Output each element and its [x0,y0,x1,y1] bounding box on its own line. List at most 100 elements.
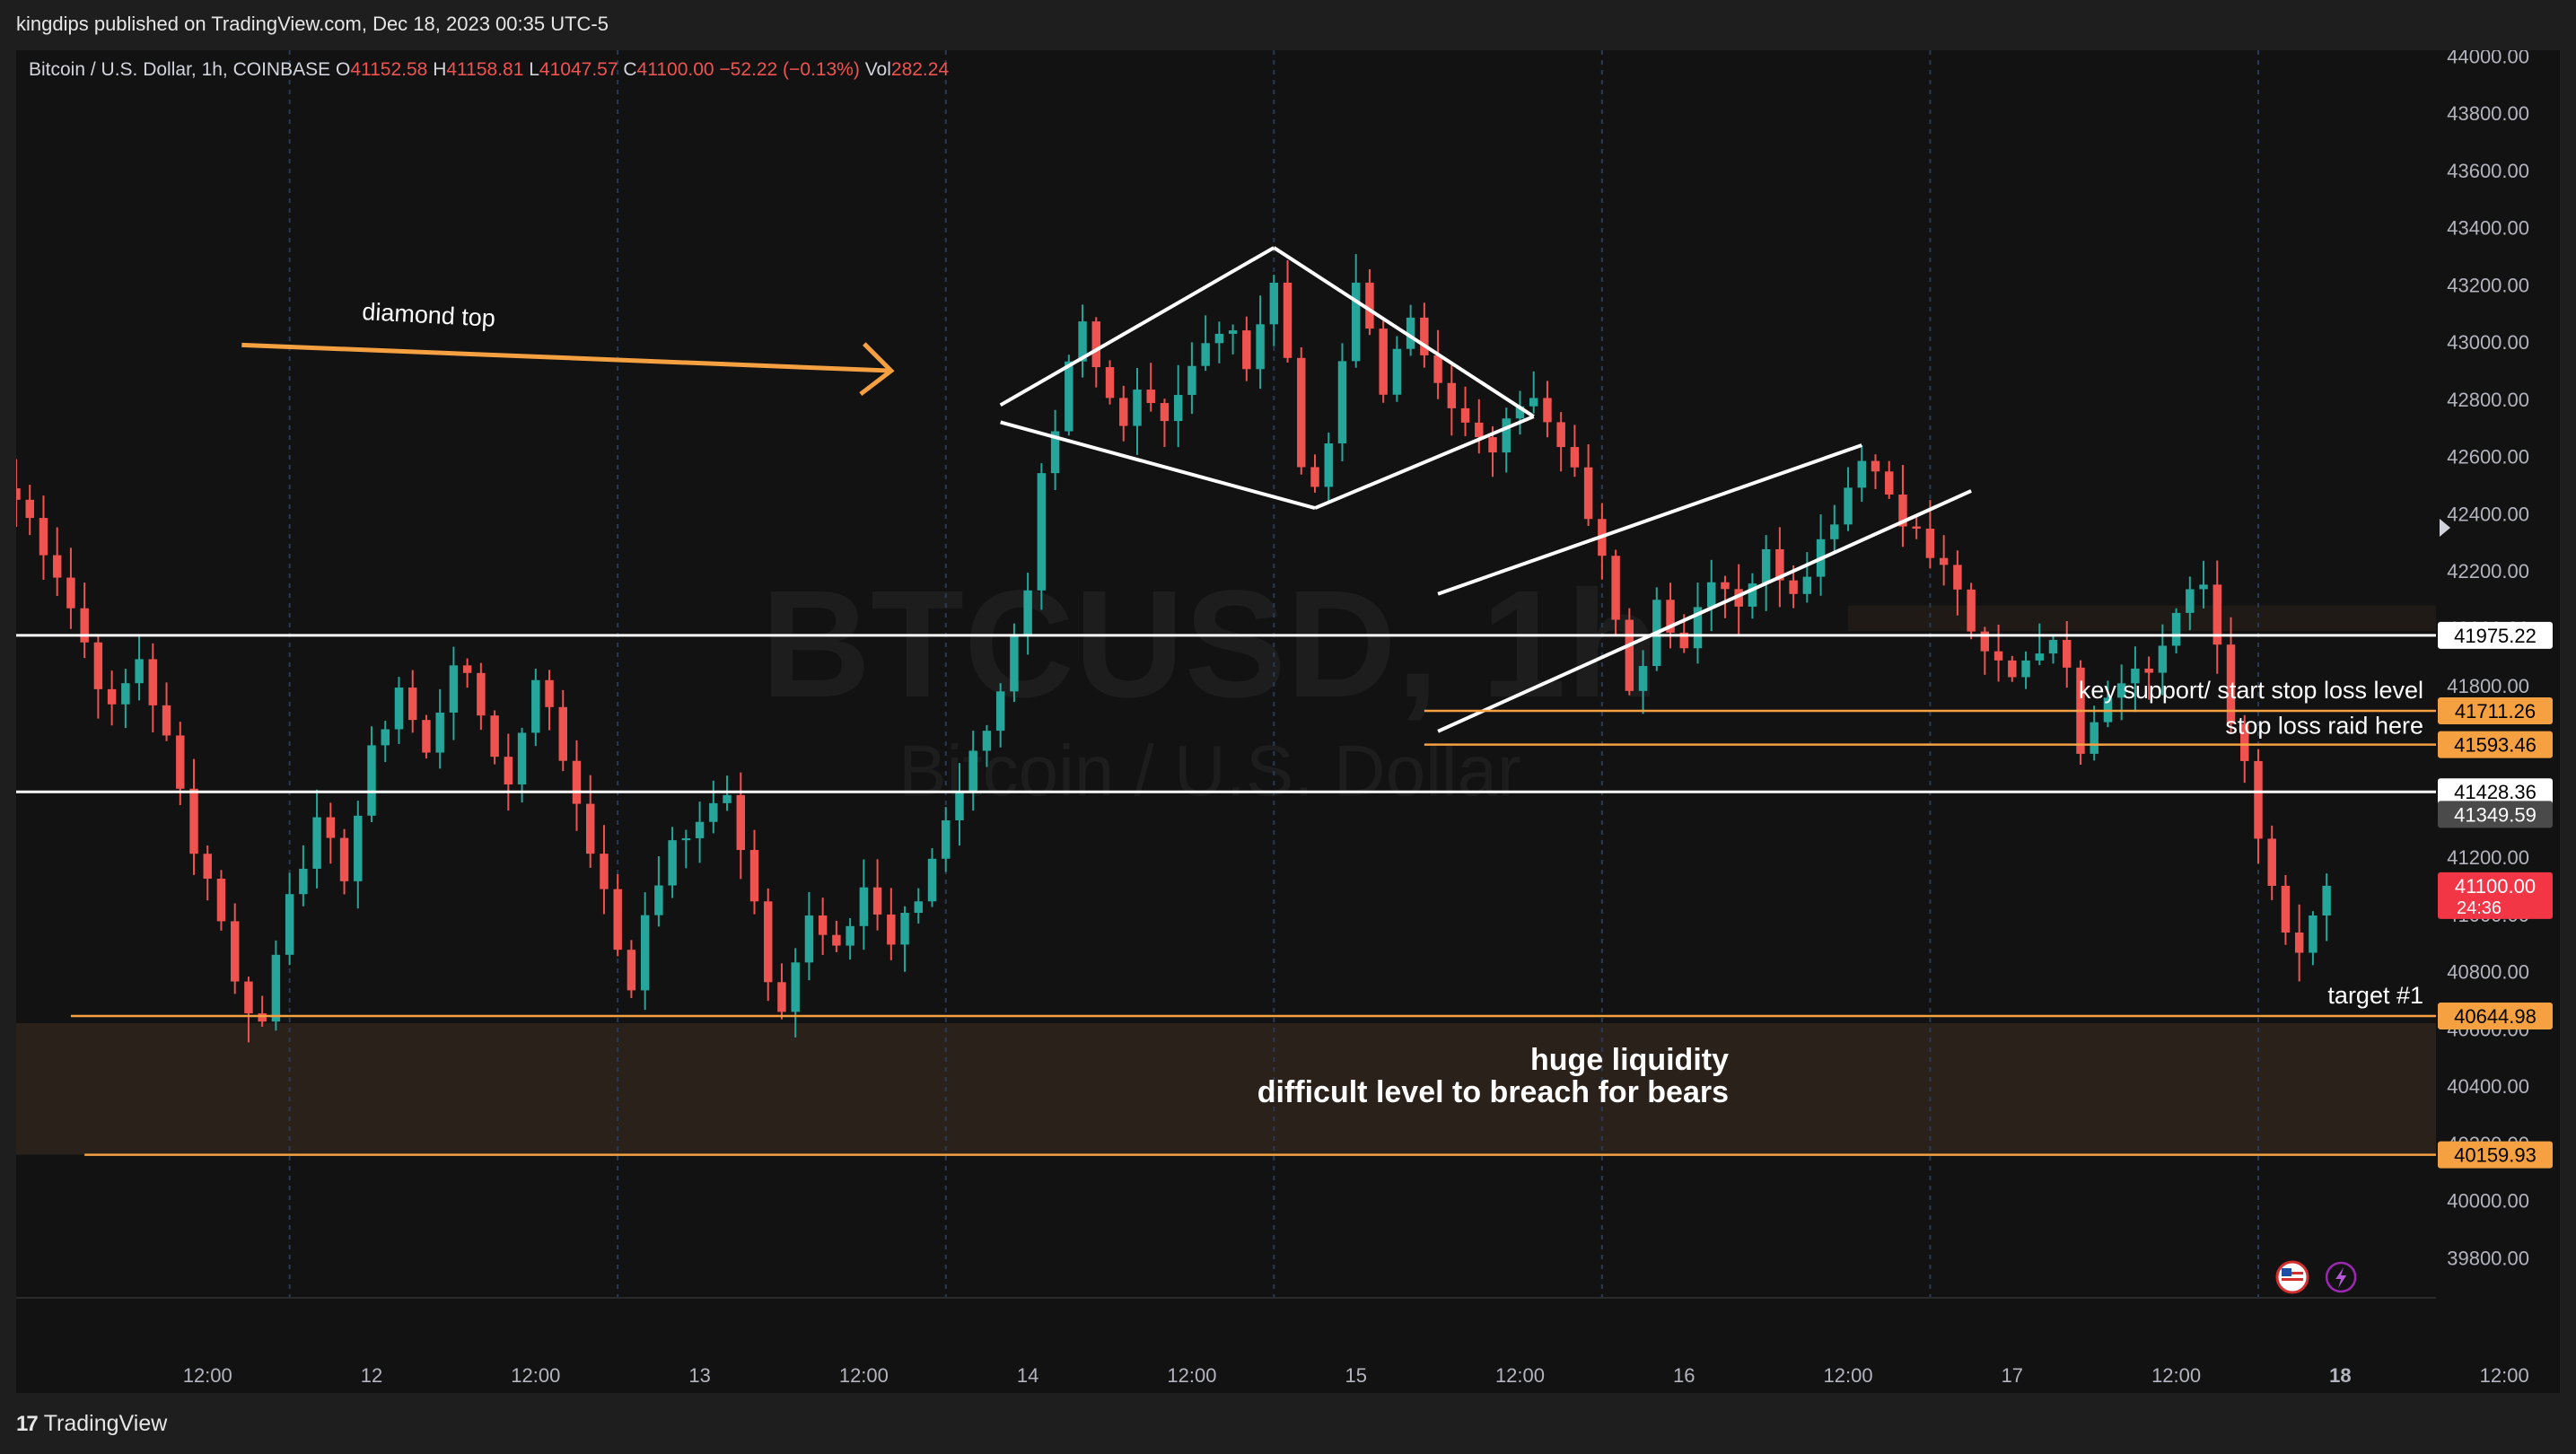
candle-body [381,729,390,746]
annotation-diamond-top: diamond top [362,298,496,332]
candle-body [1119,398,1128,426]
candle-body [2171,612,2181,646]
level-price-tag: 40159.93 [2454,1144,2537,1167]
candle-body [1912,526,1921,530]
candle-body [1133,390,1142,426]
candle-body [749,850,759,902]
level-price-tag: 40644.98 [2454,1005,2537,1028]
us-flag-icon[interactable] [2275,1260,2309,1294]
candle-body [1871,460,1880,472]
candle-body [1502,418,1511,453]
price-tick-label: 41200.00 [2447,846,2529,869]
candle-body [1460,407,1470,423]
candle-body [2186,589,2195,613]
candle-body [531,679,540,733]
level-price-tag-bg [2438,778,2553,806]
candle-body [626,950,636,991]
symbol-info-part: H [433,59,446,80]
candle-body [872,887,882,915]
candle-body [367,745,376,816]
candle-body [558,706,567,761]
candle-body [1283,282,1292,358]
candle-body [2267,838,2276,886]
symbol-info-part: 41100.00 [637,59,720,80]
candle-body [1638,666,1648,691]
level-price-tag-bg [2438,621,2553,649]
candle-body [1201,343,1210,366]
candle-body [1775,548,1784,581]
price-tick-label: 42800.00 [2447,389,2529,411]
candle-body [1324,443,1333,487]
time-axis-label: 15 [1345,1364,1366,1387]
diamond-upper-right-line [1273,246,1535,418]
time-axis-label: 12:00 [511,1364,560,1387]
candle-body [285,894,294,955]
diamond-arrow-head [859,342,895,397]
price-tick-label: 39800.00 [2447,1247,2529,1269]
symbol-info-part: 41047.57 [539,59,623,80]
candle-body [422,720,431,753]
level-price-tag: 41975.22 [2454,625,2537,647]
price-tick-label: 40400.00 [2447,1075,2529,1098]
time-axis-label: 12:00 [183,1364,232,1387]
candle-body [1666,600,1675,633]
candle-body [804,915,814,963]
candle-body [2212,584,2222,645]
candle-body [449,665,459,713]
price-tick-label: 41800.00 [2447,675,2529,697]
candle-body [927,858,937,902]
candle-body [777,982,786,1012]
symbol-info-part: 282.24 [891,59,950,80]
flag-stripe [2282,1272,2303,1274]
time-axis-label: 12:00 [2151,1364,2201,1387]
time-axis-label: 12:00 [839,1364,889,1387]
time-axis-label: 16 [1673,1364,1695,1387]
candle-body [2226,644,2236,724]
time-axis-label: 13 [688,1364,710,1387]
channel-lower-line [1437,489,1972,733]
chart-area[interactable]: BTCUSD, 1h Bitcoin / U.S. Dollar diamond t… [16,50,2560,1393]
candle-body [1337,361,1347,444]
candle-body [1351,282,1361,362]
lightning-icon[interactable] [2325,1261,2357,1293]
candle-body [339,837,349,881]
candle-body [846,925,854,946]
candle-body [203,854,212,879]
candle-body [1310,467,1319,487]
candle-body [1693,607,1703,649]
candle-body [1885,471,1894,495]
candle-body [681,837,691,841]
candle-body [2281,885,2291,933]
candle-body [1611,556,1620,620]
annotation-difficult-level: difficult level to breach for bears [1257,1075,1729,1109]
candle-body [1187,365,1196,396]
candle-body [887,914,896,945]
candle-body [162,705,171,736]
price-tick-label: 43000.00 [2447,331,2529,354]
candle-body [859,887,869,926]
brand-text: TradingView [43,1411,168,1436]
candle-body [2008,660,2017,678]
liquidity-zone [16,1022,2436,1155]
candle-body [1392,348,1402,395]
candle-body [1570,447,1580,468]
symbol-info-part: Bitcoin / U.S. Dollar, 1h, COINBASE [29,59,336,80]
time-axis-label: 18 [2329,1364,2351,1387]
candle-body [1898,495,1907,527]
flag-canton [2282,1268,2291,1276]
candle-body [709,802,718,822]
scroll-right-icon[interactable] [2440,519,2450,537]
price-tick-label: 43200.00 [2447,274,2529,296]
candle-body [244,981,253,1014]
candle-body [490,715,499,758]
candle-body [2116,683,2126,698]
candle-body [299,868,308,895]
level-price-tag: 41428.36 [2454,781,2537,803]
lightning-bolt [2335,1267,2347,1288]
time-axis-label: 14 [1017,1364,1038,1387]
candle-body [1105,367,1115,399]
candle-body [613,889,622,950]
tradingview-brand[interactable]: 17 TradingView [16,1411,167,1437]
flag-circle [2275,1260,2309,1294]
